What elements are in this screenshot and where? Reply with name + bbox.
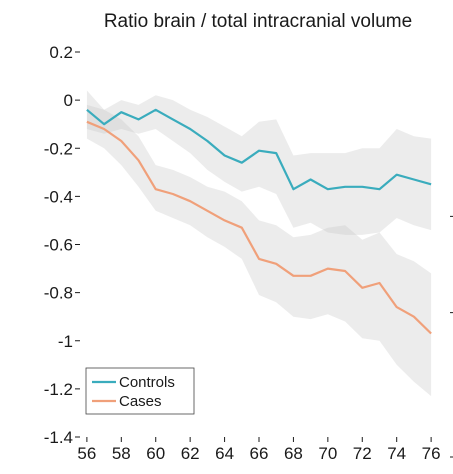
x-tick-label: 58	[112, 444, 131, 463]
x-tick-label: 56	[77, 444, 96, 463]
x-axis: 56 58 60 62 64 66 68 70 72 74 76	[77, 437, 441, 463]
series-line-cases	[86, 120, 432, 335]
x-tick-label: 74	[387, 444, 406, 463]
confidence-bands	[86, 90, 432, 397]
y-tick-label: 0.2	[49, 43, 73, 62]
legend-label-controls: Controls	[119, 374, 175, 391]
legend-box	[85, 367, 195, 415]
y-tick-label: 0	[64, 91, 73, 110]
chart-title: Ratio brain / total intracranial volume	[104, 11, 412, 32]
y-tick-label: -1.2	[44, 380, 73, 399]
y-tick-label: -0.8	[44, 284, 73, 303]
confidence-band-cases	[86, 104, 432, 397]
x-tick-label: 72	[353, 444, 372, 463]
confidence-band-controls	[86, 90, 432, 235]
y-axis: 0.2 0 -0.2 -0.4 -0.6 -0.8 -1 -1.2 -1.4	[44, 43, 80, 447]
x-tick-label: 68	[284, 444, 303, 463]
x-tick-label: 64	[215, 444, 234, 463]
x-tick-label: 70	[318, 444, 337, 463]
y-tick-label: -1	[58, 332, 73, 351]
series-line-controls	[86, 108, 432, 191]
x-tick-label: 76	[422, 444, 441, 463]
series-lines	[86, 108, 432, 335]
y-tick-label: -0.6	[44, 236, 73, 255]
y-tick-label: -0.2	[44, 139, 73, 158]
y-tick-label: -1.4	[44, 428, 73, 447]
y-tick-label: -0.4	[44, 187, 73, 206]
x-tick-label: 66	[250, 444, 269, 463]
legend: Controls Cases	[85, 367, 195, 415]
legend-label-cases: Cases	[119, 393, 162, 410]
x-tick-label: 60	[146, 444, 165, 463]
x-tick-label: 62	[181, 444, 200, 463]
